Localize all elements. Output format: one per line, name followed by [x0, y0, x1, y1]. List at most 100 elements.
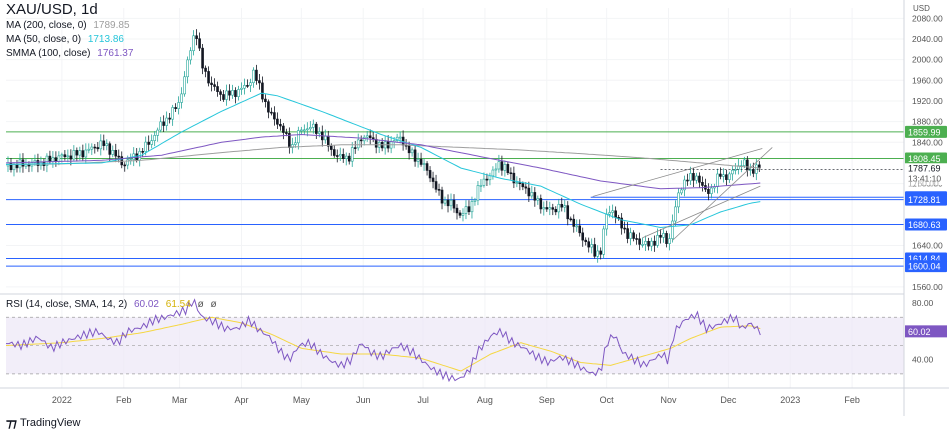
candle-body [9, 162, 13, 171]
partial-tick-label: 1760.00 [908, 179, 939, 189]
candle-body [78, 150, 82, 156]
currency-label: USD [913, 4, 930, 13]
symbol-title[interactable]: XAU/USD, 1d [6, 1, 98, 18]
candle-body [455, 207, 459, 214]
candle-body [566, 205, 570, 220]
legend-smma[interactable]: SMMA (100, close) 1761.37 [6, 48, 133, 59]
current-price-label: 1787.69 [908, 163, 941, 173]
candle-body [12, 164, 16, 171]
candle-body [81, 150, 85, 158]
candle-body [500, 161, 504, 171]
rsi-extra-2: ø [210, 299, 217, 310]
candle-body [174, 107, 177, 109]
level-badge [905, 152, 947, 165]
candle-body [48, 155, 52, 162]
candle-body [359, 139, 363, 142]
candle-body [419, 158, 423, 165]
candle-body [276, 118, 279, 125]
legend-ma200[interactable]: MA (200, close, 0) 1789.85 [6, 20, 130, 31]
candle-body [279, 123, 282, 127]
candle-body [512, 172, 516, 184]
rsi-value-badge [905, 325, 947, 338]
candle-body [60, 154, 64, 157]
trendline [672, 147, 773, 241]
candle-body [665, 233, 668, 244]
candle-body [593, 244, 596, 257]
tradingview-logo-text: TradingView [19, 417, 81, 429]
candle-body [228, 90, 231, 96]
candle-body [716, 173, 719, 188]
candle-body [422, 163, 426, 165]
candle-body [297, 130, 300, 144]
candle-body [159, 121, 162, 131]
candle-body [524, 186, 528, 189]
candle-body [105, 143, 109, 146]
candle-body [204, 67, 207, 72]
candle-body [734, 169, 737, 171]
candle-body [210, 82, 213, 85]
candle-body [240, 87, 243, 90]
levels-layer [6, 131, 904, 267]
time-tick-label: Oct [600, 395, 615, 405]
candle-body [752, 169, 755, 174]
candle-body [452, 199, 456, 209]
candle-body [743, 159, 746, 166]
candle-body [518, 182, 522, 184]
candle-body [264, 98, 267, 103]
candle-body [623, 227, 626, 230]
candle-body [548, 207, 552, 210]
candle-body [476, 185, 480, 201]
candle-body [69, 155, 73, 160]
candle-body [563, 205, 567, 208]
candle-body [650, 240, 653, 247]
indicator-line [5, 133, 761, 190]
level-badge-label: 1728.81 [908, 195, 941, 205]
candle-body [294, 142, 297, 145]
candle-body [114, 150, 118, 157]
candle-body [620, 217, 623, 229]
candle-body [356, 139, 360, 149]
candle-body [108, 143, 112, 155]
candle-body [656, 234, 659, 246]
price-tick-label: 2000.00 [912, 55, 943, 65]
candle-body [434, 181, 438, 190]
candle-body [572, 218, 576, 227]
candle-body [701, 181, 704, 186]
current-price-badge [905, 163, 947, 186]
price-tick-label: 1920.00 [912, 96, 943, 106]
legend-ma50[interactable]: MA (50, close, 0) 1713.86 [6, 34, 124, 45]
candle-body [252, 69, 255, 84]
candle-body [341, 154, 345, 159]
candle-body [374, 138, 378, 148]
trendline [592, 148, 763, 197]
candle-body [521, 183, 525, 188]
candle-body [575, 225, 579, 228]
candle-body [144, 141, 147, 152]
candle-body [54, 157, 58, 162]
candle-body [509, 172, 513, 175]
candle-body [530, 192, 534, 197]
candle-body [677, 192, 680, 208]
time-tick-label: Sep [539, 395, 555, 405]
candle-body [162, 121, 165, 126]
rsi-tick-label: 80.00 [912, 298, 934, 308]
candle-body [267, 101, 270, 113]
candle-body [99, 140, 103, 150]
level-badge [905, 125, 947, 138]
countdown-label: 13:41:10 [908, 173, 941, 183]
candle-body [605, 213, 608, 230]
candle-body [497, 161, 501, 170]
candle-body [659, 234, 662, 238]
candle-body [335, 155, 339, 157]
candle-body [93, 146, 97, 149]
rsi-value-badge-label: 60.02 [908, 327, 931, 337]
candle-body [485, 178, 489, 181]
candle-body [689, 173, 692, 182]
smma-value: 1761.37 [97, 48, 134, 59]
tradingview-logo[interactable]: ⁊⁊ TradingView [6, 416, 80, 430]
legend-rsi[interactable]: RSI (14, close, SMA, 14, 2) 60.02 61.54 … [6, 299, 217, 310]
candle-body [590, 244, 593, 248]
candle-body [407, 145, 411, 154]
candle-body [560, 204, 564, 208]
